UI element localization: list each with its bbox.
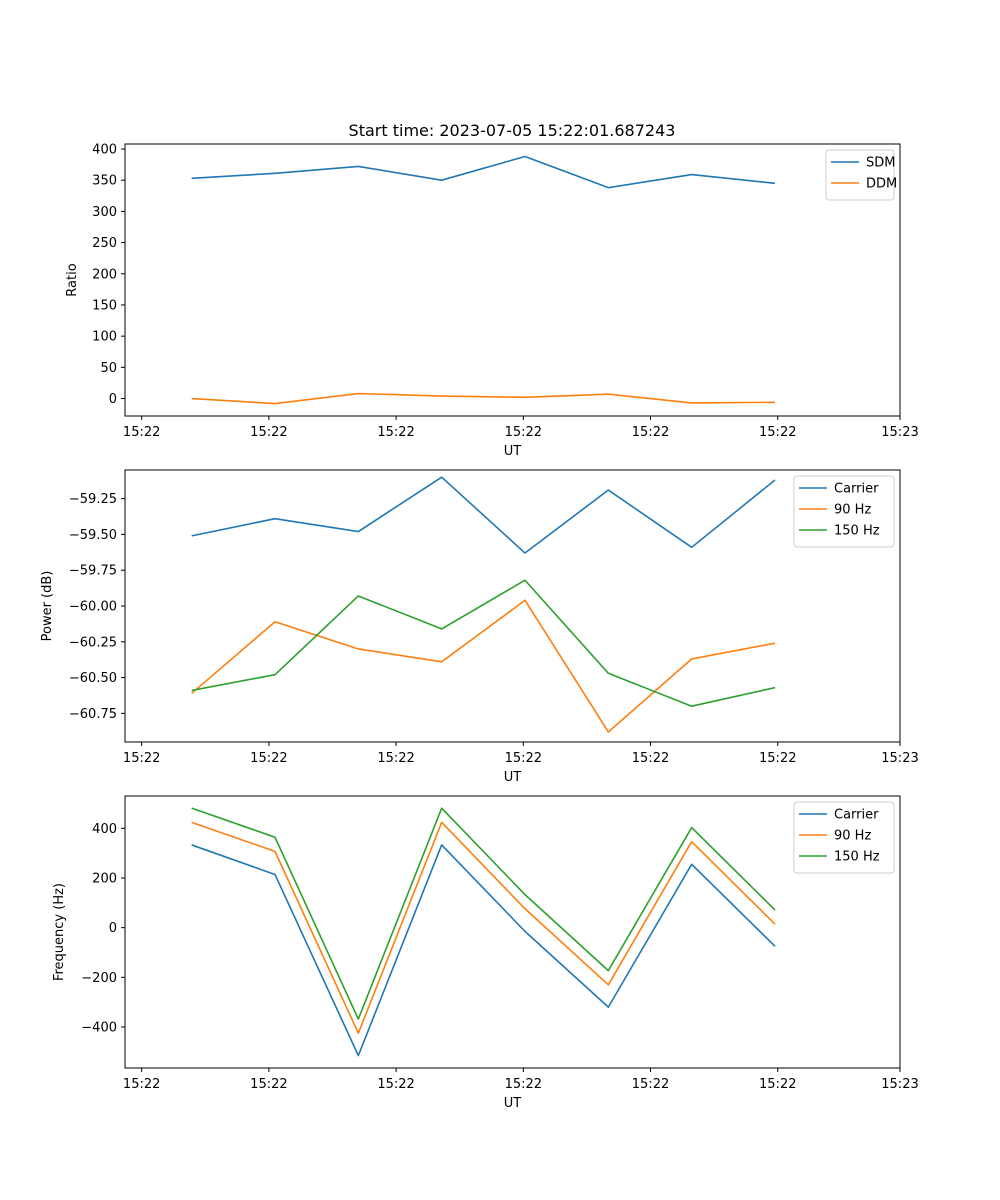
legend: Carrier 90 Hz 150 Hz	[793, 801, 895, 874]
y-tick-label: −60.25	[69, 635, 117, 650]
y-tick-label: 250	[92, 236, 117, 251]
x-tick-label: 15:22	[632, 1077, 669, 1092]
series-line-90-hz	[191, 599, 776, 733]
y-tick-label: 350	[92, 174, 117, 189]
x-tick-label: 15:22	[250, 751, 287, 766]
legend: SDM DDM	[825, 149, 897, 201]
x-tick-label: 15:23	[881, 751, 918, 766]
series-line-ddm	[191, 392, 776, 405]
x-tick-label: 15:22	[759, 1077, 796, 1092]
y-tick-label: 100	[92, 330, 117, 345]
y-axis-label: Frequency (Hz)	[52, 883, 67, 981]
x-tick-label: 15:23	[881, 1077, 918, 1092]
y-tick-label: −60.50	[69, 671, 117, 686]
x-tick-label: 15:22	[505, 751, 542, 766]
chart-panel-2: 15:22 15:22 15:22 15:22 15:22 15:22 15:23 −60.7…	[40, 469, 919, 785]
series-line-carrier	[191, 476, 776, 554]
y-tick-label: 400	[92, 142, 117, 157]
y-axis-label: Ratio	[65, 263, 80, 296]
x-tick-label: 15:22	[632, 425, 669, 440]
y-tick-label: −59.75	[69, 564, 117, 579]
y-tick-label: −59.25	[69, 492, 117, 507]
x-tick-label: 15:22	[632, 751, 669, 766]
y-tick-label: 150	[92, 298, 117, 313]
x-tick-label: 15:22	[377, 751, 414, 766]
x-axis-label: UT	[504, 444, 522, 459]
y-tick-label: 200	[92, 267, 117, 282]
x-tick-label: 15:22	[505, 425, 542, 440]
series-line-carrier	[191, 844, 776, 1057]
y-tick-label: −59.50	[69, 528, 117, 543]
chart-title: Start time: 2023-07-05 15:22:01.687243	[349, 121, 676, 140]
chart-panel-1: 15:22 15:22 15:22 15:22 15:22 15:22 15:23 0 50 10…	[65, 142, 919, 459]
x-axis-label: UT	[504, 1096, 522, 1111]
x-tick-label: 15:22	[759, 751, 796, 766]
legend-entry: SDM	[866, 156, 895, 171]
legend-entry: 90 Hz	[834, 829, 871, 844]
chart-panel-3: 15:22 15:22 15:22 15:22 15:22 15:22 15:23 −400 −…	[52, 795, 919, 1111]
y-tick-label: 0	[109, 392, 117, 407]
x-tick-label: 15:22	[123, 425, 160, 440]
legend-entry: 90 Hz	[834, 503, 871, 518]
x-tick-label: 15:23	[881, 425, 918, 440]
legend-entry: Carrier	[834, 482, 879, 497]
series-line-sdm	[191, 155, 776, 189]
legend: Carrier 90 Hz 150 Hz	[793, 475, 895, 548]
x-tick-label: 15:22	[505, 1077, 542, 1092]
y-tick-label: 0	[109, 921, 117, 936]
x-tick-label: 15:22	[123, 1077, 160, 1092]
y-axis-label: Power (dB)	[40, 571, 55, 642]
y-tick-label: 50	[100, 361, 117, 376]
y-tick-label: 400	[92, 822, 117, 837]
x-axis-label: UT	[504, 770, 522, 785]
x-tick-label: 15:22	[250, 425, 287, 440]
x-tick-label: 15:22	[377, 425, 414, 440]
legend-entry: Carrier	[834, 808, 879, 823]
series-line-150-hz	[191, 807, 776, 1020]
legend-entry: 150 Hz	[834, 524, 880, 539]
legend-entry: 150 Hz	[834, 850, 880, 865]
x-tick-label: 15:22	[250, 1077, 287, 1092]
plot-frame	[124, 143, 901, 417]
series-line-150-hz	[191, 579, 776, 708]
y-tick-label: −200	[81, 971, 117, 986]
x-tick-label: 15:22	[123, 751, 160, 766]
series-line-90-hz	[191, 821, 776, 1035]
chart-panels: 15:22 15:22 15:22 15:22 15:22 15:22 15:23 0 50 10…	[40, 142, 919, 1111]
legend-entry: DDM	[866, 177, 897, 192]
plot-frame	[124, 795, 901, 1069]
y-tick-label: −400	[81, 1021, 117, 1036]
y-tick-label: 200	[92, 871, 117, 886]
y-tick-label: 300	[92, 205, 117, 220]
y-tick-label: −60.00	[69, 600, 117, 615]
x-tick-label: 15:22	[759, 425, 796, 440]
y-tick-label: −60.75	[69, 707, 117, 722]
x-tick-label: 15:22	[377, 1077, 414, 1092]
